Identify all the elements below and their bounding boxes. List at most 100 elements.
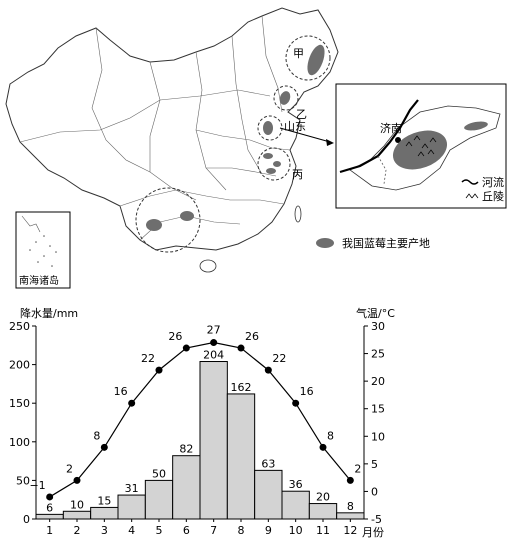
inset-pointer-arrowhead bbox=[326, 139, 334, 146]
y-left-tick-label: 200 bbox=[9, 359, 30, 372]
x-tick-label: 1 bbox=[46, 524, 53, 537]
x-tick-label: 8 bbox=[238, 524, 245, 537]
x-tick-label: 4 bbox=[128, 524, 135, 537]
map-panel: 甲 乙 山东 丙 济南 河流 丘陵 南海诸岛 bbox=[5, 7, 507, 289]
precip-bar bbox=[144, 479, 174, 520]
y-right-tick-label: 0 bbox=[371, 485, 378, 498]
legend-hill-label: 丘陵 bbox=[482, 190, 504, 203]
precip-bar bbox=[35, 513, 64, 520]
area-shandong-ring bbox=[257, 115, 283, 141]
temperature-point bbox=[292, 399, 300, 407]
precip-data-label: 63 bbox=[261, 457, 275, 470]
climate-chart-panel: 0 50 100 150 200 250 -5 0 5 10 15 20 25 30 1 2 3 4 5 6 7 8 9 10… bbox=[0, 292, 512, 539]
precip-bar bbox=[254, 469, 283, 520]
precip-data-label: 162 bbox=[231, 381, 252, 394]
x-tick-label: 12 bbox=[343, 524, 357, 537]
inset-jinan-label: 济南 bbox=[380, 121, 402, 135]
marker-yi: 乙 bbox=[296, 108, 307, 121]
x-tick-label: 7 bbox=[210, 524, 217, 537]
temperature-data-label: 8 bbox=[93, 429, 100, 442]
china-outline bbox=[5, 7, 339, 251]
temperature-point bbox=[182, 344, 190, 352]
temperature-point bbox=[319, 443, 327, 451]
hainan-island bbox=[199, 259, 217, 273]
area-yi-blob bbox=[279, 91, 291, 105]
y-right-tick-label: 25 bbox=[371, 348, 385, 361]
hill-symbols bbox=[405, 135, 437, 157]
production-areas bbox=[135, 35, 331, 253]
temperature-point bbox=[346, 476, 354, 484]
precip-bar bbox=[336, 512, 365, 520]
temperature-data-label: 8 bbox=[327, 429, 334, 442]
marker-jia: 甲 bbox=[293, 47, 304, 60]
legend-area-icon bbox=[316, 238, 334, 248]
temperature-data-label: 16 bbox=[300, 385, 314, 398]
y-left-tick-label: 150 bbox=[9, 397, 30, 410]
y-right-tick-label: 30 bbox=[371, 320, 385, 333]
area-bing-blob-1 bbox=[263, 153, 273, 159]
legend-area-label: 我国蓝莓主要产地 bbox=[342, 236, 430, 250]
x-tick-label: 10 bbox=[289, 524, 303, 537]
precip-bar bbox=[90, 506, 119, 520]
area-southwest-blob-1 bbox=[146, 219, 162, 231]
temperature-polyline bbox=[49, 341, 351, 498]
legend-river-icon bbox=[461, 179, 479, 185]
marker-shandong: 山东 bbox=[284, 120, 306, 133]
legend-hill-icon bbox=[465, 193, 479, 199]
precip-data-label: 50 bbox=[152, 467, 166, 480]
temperature-data-label: 26 bbox=[168, 330, 182, 343]
precip-data-label: 82 bbox=[179, 443, 193, 456]
y-right-tick-label: 20 bbox=[371, 375, 385, 388]
y-right-tick-label: 5 bbox=[371, 458, 378, 471]
precip-bar bbox=[308, 503, 338, 520]
temperature-point bbox=[264, 366, 272, 374]
temperature-data-label: −1 bbox=[29, 479, 45, 492]
temperature-point bbox=[155, 366, 163, 374]
temperature-point bbox=[100, 443, 108, 451]
area-bing-blob-2 bbox=[273, 161, 281, 167]
temperature-point bbox=[237, 344, 245, 352]
dashed-border bbox=[377, 155, 387, 185]
precip-bar bbox=[62, 510, 92, 520]
y-right-axis-title: 气温/°C bbox=[356, 306, 395, 320]
inset-pointer-arrow bbox=[279, 127, 331, 143]
precip-data-label: 36 bbox=[289, 478, 303, 491]
temperature-data-label: 22 bbox=[141, 352, 155, 365]
chart-labels: 6 10 153150822041626336208−128162226272622… bbox=[29, 324, 361, 515]
y-left-tick-label: 50 bbox=[16, 474, 30, 487]
precip-data-label: 204 bbox=[203, 349, 224, 362]
area-southwest-blob-2 bbox=[180, 211, 194, 221]
marker-bing: 丙 bbox=[292, 168, 303, 181]
south-sea-label: 南海诸岛 bbox=[19, 274, 59, 287]
x-tick-label: 9 bbox=[265, 524, 272, 537]
precip-bars bbox=[35, 361, 365, 520]
inset-area-east bbox=[464, 121, 488, 131]
x-tick-label: 3 bbox=[101, 524, 108, 537]
area-southwest-ring bbox=[135, 187, 201, 253]
y-left-axis-title: 降水量/mm bbox=[20, 306, 78, 320]
temperature-point bbox=[210, 339, 218, 347]
x-tick-label: 2 bbox=[74, 524, 81, 537]
precip-data-label: 6 bbox=[46, 501, 53, 514]
y-left-tick-label: 0 bbox=[23, 513, 30, 526]
y-right-tick-label: -5 bbox=[371, 513, 382, 526]
area-jia-blob bbox=[307, 44, 325, 76]
area-bing-blob-3 bbox=[266, 168, 276, 174]
temperature-data-label: 26 bbox=[245, 330, 259, 343]
precip-data-label: 20 bbox=[316, 491, 330, 504]
y-left-tick-label: 250 bbox=[9, 320, 30, 333]
temperature-data-label: 16 bbox=[114, 385, 128, 398]
temperature-data-label: 27 bbox=[207, 324, 221, 337]
area-bing-ring bbox=[257, 147, 291, 181]
precip-bar bbox=[199, 361, 228, 520]
precip-bar bbox=[281, 490, 310, 520]
precip-bar bbox=[172, 455, 201, 520]
south-sea-inset: 南海诸岛 bbox=[15, 211, 71, 289]
precip-data-label: 31 bbox=[125, 482, 139, 495]
taiwan-island bbox=[294, 205, 302, 223]
x-tick-label: 11 bbox=[316, 524, 330, 537]
temperature-data-label: 2 bbox=[66, 462, 73, 475]
temperature-point bbox=[128, 399, 136, 407]
jinan-dot bbox=[395, 137, 401, 143]
